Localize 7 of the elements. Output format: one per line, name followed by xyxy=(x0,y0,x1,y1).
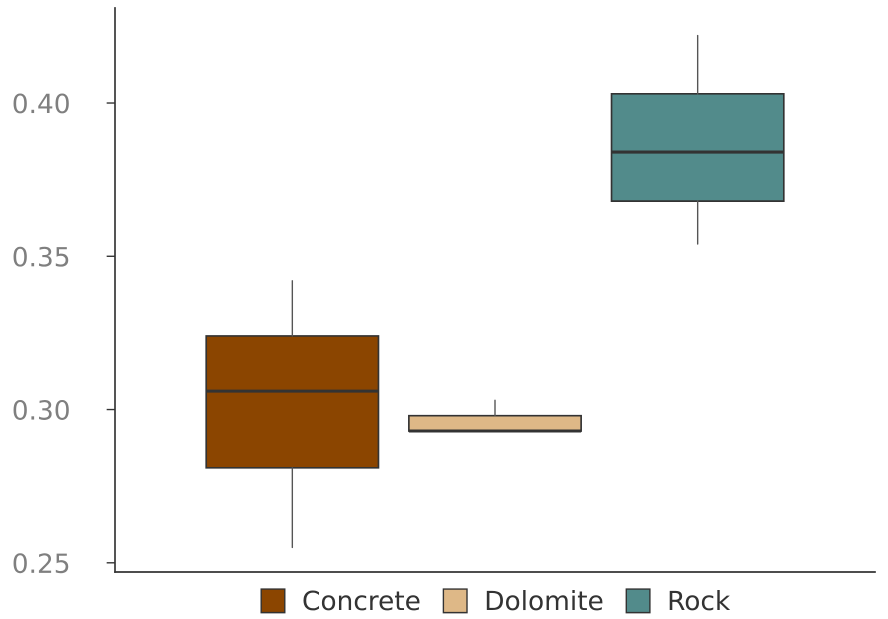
y-tick-label: 0.30 xyxy=(14,400,69,420)
legend-label: Rock xyxy=(670,590,730,610)
y-tick-label: 0.25 xyxy=(14,553,68,574)
legend-label: Dolomite xyxy=(486,590,602,610)
y-tick-label: 0.40 xyxy=(14,93,69,114)
legend-label: Concrete xyxy=(303,590,420,610)
y-tick-label: 0.35 xyxy=(14,246,68,267)
